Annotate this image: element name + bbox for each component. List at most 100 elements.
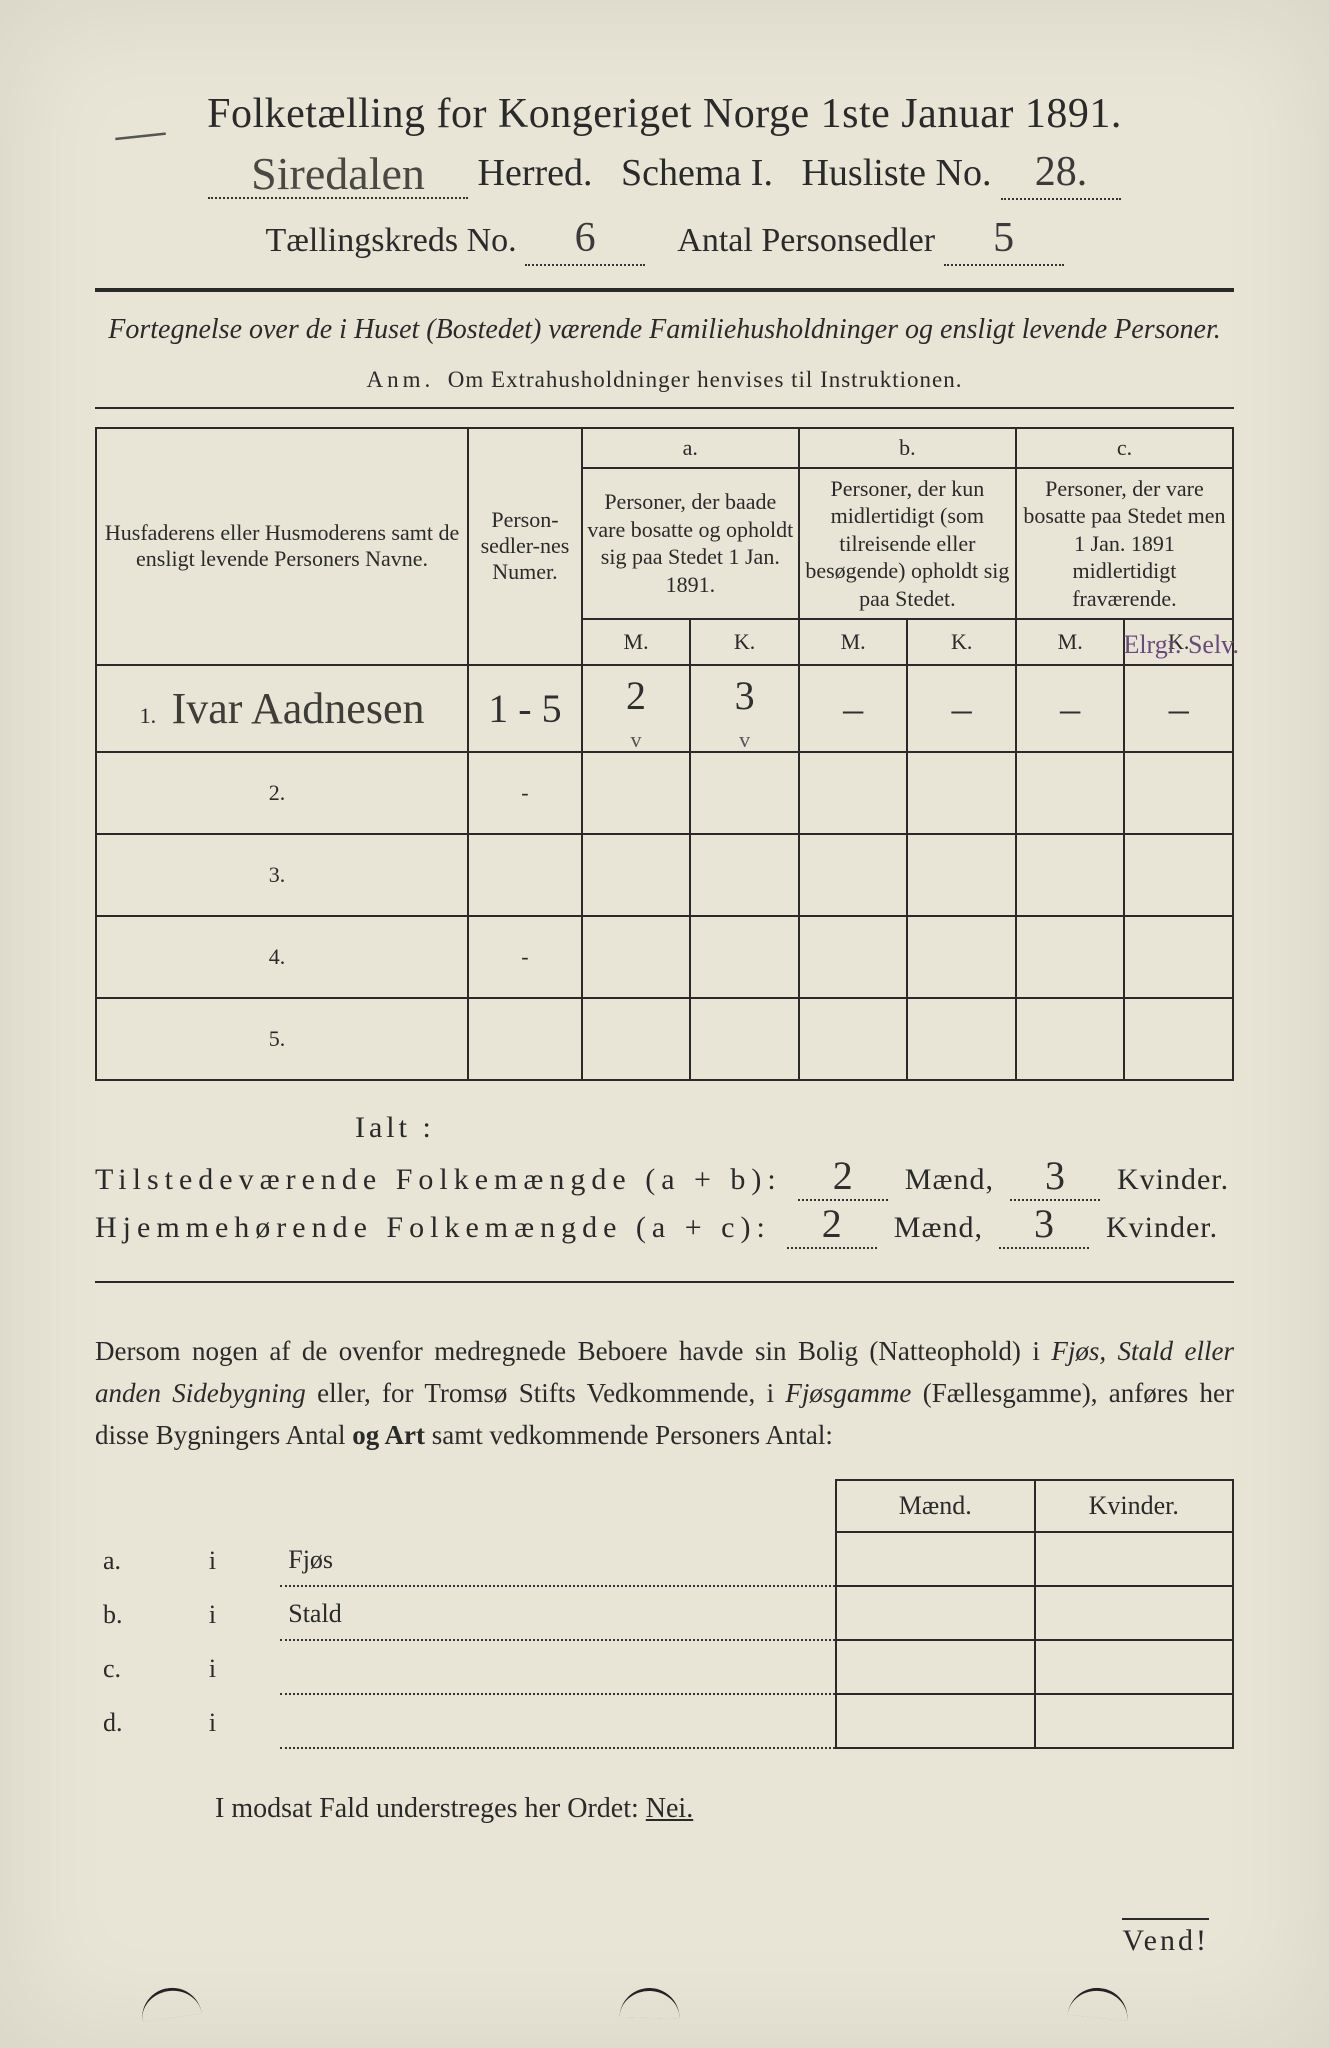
totals-line-1: Tilstedeværende Folkemængde (a + b): 2 M… bbox=[95, 1163, 1234, 1201]
side-label: Fjøs bbox=[288, 1545, 333, 1574]
margin-note: Elrgr. Selv. bbox=[1123, 630, 1239, 660]
group-b-letter: b. bbox=[799, 428, 1016, 468]
anm-line: Anm. Om Extrahusholdninger henvises til … bbox=[95, 367, 1234, 393]
schema-label: Schema I. bbox=[621, 152, 773, 194]
table-row: 1. Ivar Aadnesen 1 - 5 2 v 3 v – – – – bbox=[96, 665, 1233, 752]
row-num: 2. bbox=[269, 780, 296, 805]
kvinder-label-2: Kvinder. bbox=[1106, 1211, 1218, 1244]
row-num-val: - bbox=[468, 916, 582, 998]
row-num-val bbox=[468, 998, 582, 1080]
totals-line-2: Hjemmehørende Folkemængde (a + c): 2 Mæn… bbox=[95, 1211, 1234, 1249]
husliste-label: Husliste No. bbox=[801, 152, 991, 194]
para-t1: Dersom nogen af de ovenfor medregnede Be… bbox=[95, 1336, 1051, 1366]
census-form-page: — Folketælling for Kongeriget Norge 1ste… bbox=[0, 0, 1329, 2048]
maend-label-2: Mænd, bbox=[894, 1211, 983, 1244]
row-num-val: 1 - 5 bbox=[488, 686, 561, 731]
a-m: M. bbox=[582, 619, 691, 665]
cell-cm: – bbox=[1060, 686, 1080, 731]
para-t2: eller, for Tromsø Stifts Vedkommende, i bbox=[317, 1378, 785, 1408]
row-num: 4. bbox=[269, 944, 296, 969]
maend-label: Mænd, bbox=[905, 1163, 994, 1196]
row-num: 5. bbox=[269, 1026, 296, 1051]
row-num-val: - bbox=[468, 752, 582, 834]
header-line-3: Tællingskreds No. 6 Antal Personsedler 5 bbox=[95, 214, 1234, 266]
side-building-para: Dersom nogen af de ovenfor medregnede Be… bbox=[95, 1331, 1234, 1457]
b-m: M. bbox=[799, 619, 908, 665]
table-row: 3. bbox=[96, 834, 1233, 916]
row-num: 1. bbox=[140, 703, 167, 728]
side-row: b. i Stald bbox=[95, 1586, 1233, 1640]
a-k: K. bbox=[690, 619, 799, 665]
l2-m: 2 bbox=[822, 1201, 843, 1246]
b-k: K. bbox=[907, 619, 1016, 665]
nei-pre: I modsat Fald understreges her Ordet: bbox=[215, 1793, 646, 1824]
kreds-value: 6 bbox=[575, 215, 596, 261]
l1-label: Tilstedeværende Folkemængde (a + b): bbox=[95, 1163, 782, 1196]
kreds-label: Tællingskreds No. bbox=[265, 222, 516, 259]
para-strong: og Art bbox=[352, 1420, 425, 1450]
tick: v bbox=[631, 727, 642, 752]
side-a: b. bbox=[95, 1586, 201, 1640]
cell-bk: – bbox=[952, 686, 972, 731]
table-row: 5. bbox=[96, 998, 1233, 1080]
rule-2 bbox=[95, 1281, 1234, 1283]
side-table: Mænd. Kvinder. a. i Fjøs b. i Stald c. i… bbox=[95, 1479, 1234, 1749]
side-th-m: Mænd. bbox=[836, 1480, 1034, 1532]
antal-label: Antal Personsedler bbox=[677, 222, 935, 259]
col-name-text: Husfaderens eller Husmoderens samt de en… bbox=[105, 520, 459, 571]
anm-text: Om Extrahusholdninger henvises til Instr… bbox=[448, 367, 963, 392]
rule-top bbox=[95, 288, 1234, 292]
para-em2: Fjøsgamme bbox=[785, 1378, 911, 1408]
table-row: 2. - bbox=[96, 752, 1233, 834]
para-t4: samt vedkommende Personers Antal: bbox=[432, 1420, 833, 1450]
group-a-text: Personer, der baade vare bosatte og opho… bbox=[582, 468, 799, 620]
title-year: 1891. bbox=[1025, 91, 1122, 137]
col-num-header: Person-sedler-nes Numer. bbox=[468, 428, 582, 666]
vend-label: Vend! bbox=[1122, 1918, 1209, 1958]
row-num: 3. bbox=[269, 862, 296, 887]
c-m: M. bbox=[1016, 619, 1125, 665]
group-c-letter: c. bbox=[1016, 428, 1233, 468]
side-label: Stald bbox=[288, 1599, 341, 1628]
l1-m: 2 bbox=[833, 1153, 854, 1198]
group-b-text: Personer, der kun midlertidigt (som tilr… bbox=[799, 468, 1016, 620]
row-name: Ivar Aadnesen bbox=[172, 684, 425, 733]
main-table: Husfaderens eller Husmoderens samt de en… bbox=[95, 427, 1234, 1082]
nei-line: I modsat Fald understreges her Ordet: Ne… bbox=[215, 1793, 1234, 1825]
herred-label: Herred. bbox=[478, 152, 593, 194]
group-c-text: Personer, der vare bosatte paa Stedet me… bbox=[1016, 468, 1233, 620]
side-row: c. i bbox=[95, 1640, 1233, 1694]
side-i: i bbox=[201, 1586, 280, 1640]
side-th-k: Kvinder. bbox=[1035, 1480, 1234, 1532]
rule-mid bbox=[95, 407, 1234, 409]
paper-tear-icon bbox=[138, 1984, 202, 2022]
totals-block: Ialt : Tilstedeværende Folkemængde (a + … bbox=[95, 1111, 1234, 1249]
side-a: a. bbox=[95, 1532, 201, 1586]
group-a-letter: a. bbox=[582, 428, 799, 468]
ialt-label: Ialt : bbox=[355, 1111, 1234, 1145]
husliste-value: 28. bbox=[1035, 149, 1088, 195]
cell-ak: 3 bbox=[735, 673, 755, 718]
nei-word: Nei. bbox=[646, 1793, 693, 1824]
title-pre: Folketælling for Kongeriget Norge 1ste J… bbox=[207, 91, 1014, 137]
table-row: 4. - bbox=[96, 916, 1233, 998]
side-row: a. i Fjøs bbox=[95, 1532, 1233, 1586]
side-a: d. bbox=[95, 1694, 201, 1748]
antal-value: 5 bbox=[993, 215, 1014, 261]
tick: v bbox=[739, 727, 750, 752]
side-a: c. bbox=[95, 1640, 201, 1694]
herred-value: Siredalen bbox=[251, 160, 425, 188]
side-i: i bbox=[201, 1694, 280, 1748]
row-num-val bbox=[468, 834, 582, 916]
cell-ck: – bbox=[1169, 686, 1189, 731]
intro-text: Fortegnelse over de i Huset (Bostedet) v… bbox=[95, 310, 1234, 351]
side-row: d. i bbox=[95, 1694, 1233, 1748]
l1-k: 3 bbox=[1045, 1153, 1066, 1198]
header-line-2: Siredalen Herred. Schema I. Husliste No.… bbox=[95, 148, 1234, 200]
cell-bm: – bbox=[843, 686, 863, 731]
paper-tear-icon bbox=[1068, 1985, 1131, 2021]
cell-am: 2 bbox=[626, 673, 646, 718]
title-line: Folketælling for Kongeriget Norge 1ste J… bbox=[95, 90, 1234, 138]
side-i: i bbox=[201, 1532, 280, 1586]
side-i: i bbox=[201, 1640, 280, 1694]
